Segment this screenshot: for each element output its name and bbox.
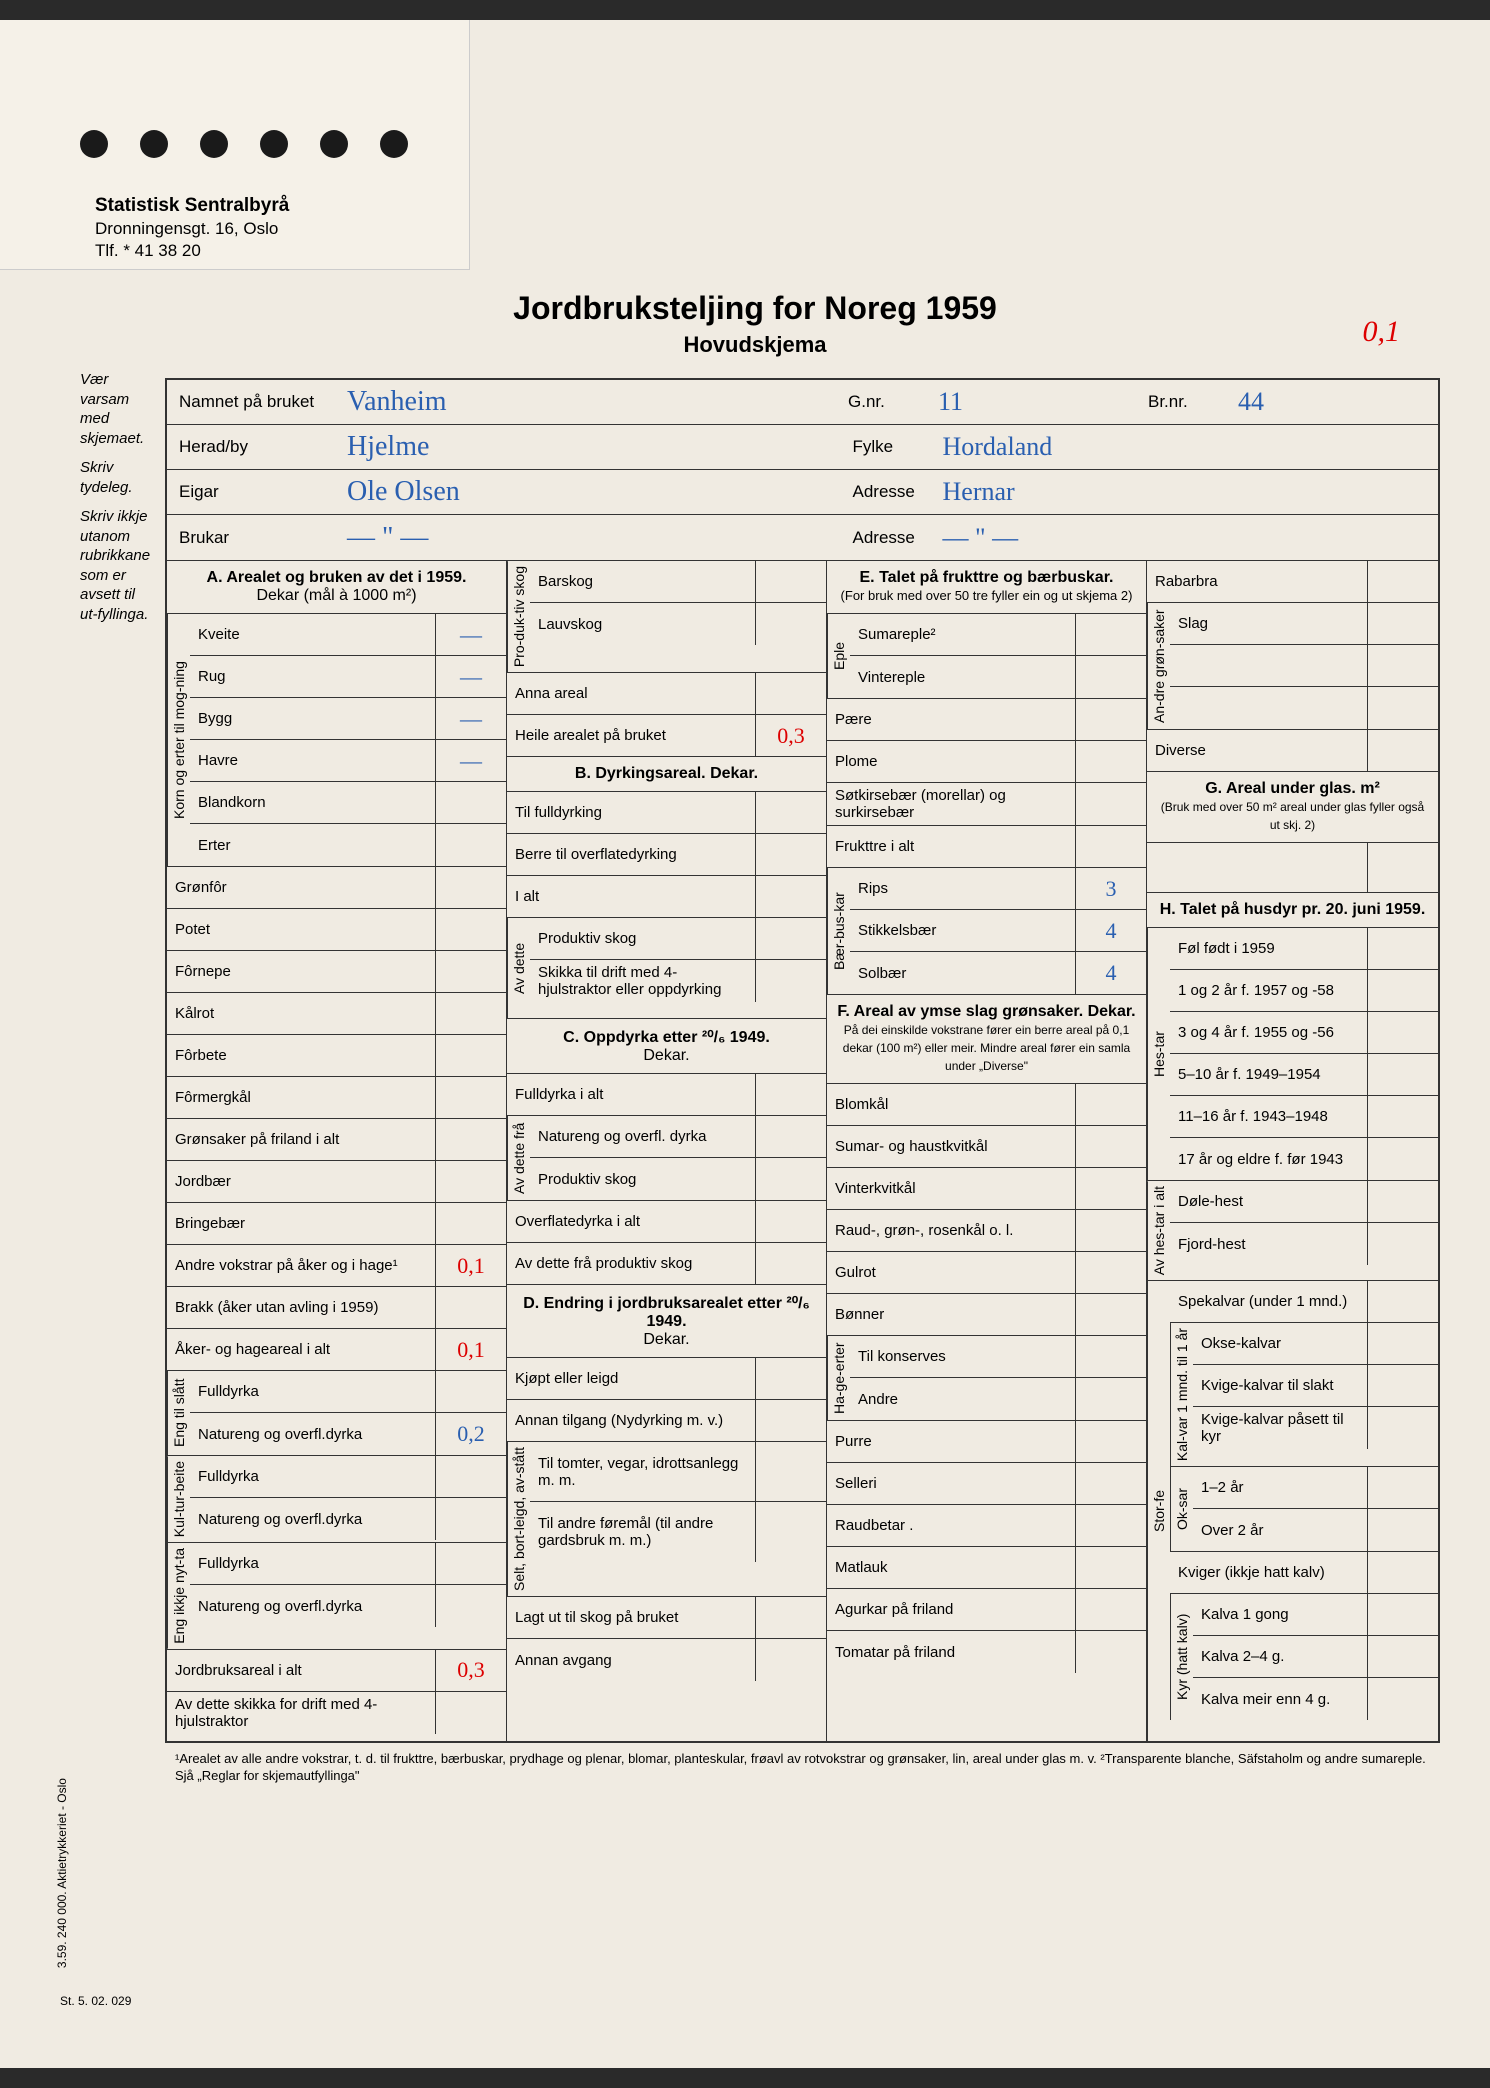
page-mark: 0,1 xyxy=(1363,315,1401,349)
adresse-value: Hernar xyxy=(943,477,1439,507)
form-body: Namnet på bruket Vanheim G.nr. 11 Br.nr.… xyxy=(165,378,1440,1743)
namnet-value: Vanheim xyxy=(327,386,838,418)
fylke-value: Hordaland xyxy=(943,432,1439,462)
section-a: A. Arealet og bruken av det i 1959.Dekar… xyxy=(167,561,507,1741)
footnote: ¹Arealet av alle andre vokstrar, t. d. t… xyxy=(165,1751,1440,1785)
gnr-value: 11 xyxy=(938,387,1138,417)
form-code: St. 5. 02. 029 xyxy=(60,1994,131,2008)
punch-holes xyxy=(80,130,408,158)
subtitle: Hovudskjema xyxy=(70,332,1440,358)
brukar-value: — " — xyxy=(327,522,843,554)
side-instructions: Vær varsam med skjemaet. Skriv tydeleg. … xyxy=(80,370,150,634)
title: Jordbruksteljing for Noreg 1959 xyxy=(70,290,1440,327)
adresse2-value: — " — xyxy=(943,523,1439,553)
section-g-h: Rabarbra An-dre grøn-saker Slag Diverse … xyxy=(1147,561,1438,1741)
print-info: 3.59. 240 000. Aktietrykkeriet - Oslo xyxy=(55,1778,69,1968)
eigar-value: Ole Olsen xyxy=(327,476,843,508)
identity-block: Namnet på bruket Vanheim G.nr. 11 Br.nr.… xyxy=(167,380,1438,561)
form-page: Statistisk Sentralbyrå Dronningensgt. 16… xyxy=(0,20,1490,2068)
section-e-f: E. Talet på frukttre og bærbuskar.(For b… xyxy=(827,561,1147,1741)
org-header: Statistisk Sentralbyrå Dronningensgt. 16… xyxy=(95,195,289,261)
brnr-value: 44 xyxy=(1238,387,1438,417)
herad-value: Hjelme xyxy=(327,431,843,463)
section-b-c-d: Pro-duk-tiv skog Barskog Lauvskog Anna a… xyxy=(507,561,827,1741)
